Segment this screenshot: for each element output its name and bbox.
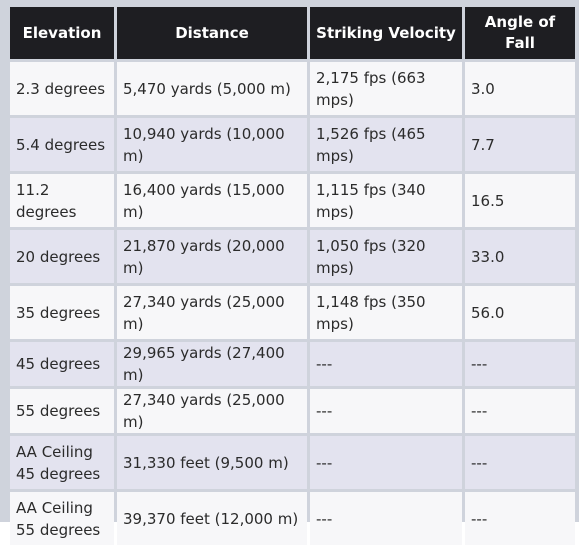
cell-striking-velocity: 1,526 fps (465 mps)	[310, 118, 462, 171]
header-row: Elevation Distance Striking Velocity Ang…	[10, 7, 575, 59]
cell-striking-velocity: 1,050 fps (320 mps)	[310, 230, 462, 283]
table-row: 55 degrees 27,340 yards (25,000 m) --- -…	[10, 389, 575, 433]
header-distance: Distance	[117, 7, 307, 59]
cell-angle-of-fall: ---	[465, 342, 575, 386]
ballistics-table: Elevation Distance Striking Velocity Ang…	[7, 4, 578, 548]
cell-striking-velocity: 1,148 fps (350 mps)	[310, 286, 462, 339]
cell-elevation: 45 degrees	[10, 342, 114, 386]
cell-striking-velocity: ---	[310, 492, 462, 545]
cell-distance: 27,340 yards (25,000 m)	[117, 286, 307, 339]
cell-elevation: AA Ceiling 45 degrees	[10, 436, 114, 489]
cell-distance: 27,340 yards (25,000 m)	[117, 389, 307, 433]
cell-angle-of-fall: 56.0	[465, 286, 575, 339]
header-elevation: Elevation	[10, 7, 114, 59]
cell-elevation: 35 degrees	[10, 286, 114, 339]
table-row: 20 degrees 21,870 yards (20,000 m) 1,050…	[10, 230, 575, 283]
cell-angle-of-fall: ---	[465, 492, 575, 545]
cell-elevation: 55 degrees	[10, 389, 114, 433]
cell-distance: 10,940 yards (10,000 m)	[117, 118, 307, 171]
cell-striking-velocity: 2,175 fps (663 mps)	[310, 62, 462, 115]
cell-elevation: AA Ceiling 55 degrees	[10, 492, 114, 545]
cell-elevation: 2.3 degrees	[10, 62, 114, 115]
cell-angle-of-fall: 33.0	[465, 230, 575, 283]
table-row: AA Ceiling 45 degrees 31,330 feet (9,500…	[10, 436, 575, 489]
table-row: 35 degrees 27,340 yards (25,000 m) 1,148…	[10, 286, 575, 339]
header-striking-velocity: Striking Velocity	[310, 7, 462, 59]
cell-striking-velocity: ---	[310, 389, 462, 433]
cell-striking-velocity: 1,115 fps (340 mps)	[310, 174, 462, 227]
cell-angle-of-fall: ---	[465, 389, 575, 433]
table-row: 5.4 degrees 10,940 yards (10,000 m) 1,52…	[10, 118, 575, 171]
cell-distance: 16,400 yards (15,000 m)	[117, 174, 307, 227]
cell-elevation: 5.4 degrees	[10, 118, 114, 171]
cell-striking-velocity: ---	[310, 436, 462, 489]
table-row: 11.2 degrees 16,400 yards (15,000 m) 1,1…	[10, 174, 575, 227]
table-row: 2.3 degrees 5,470 yards (5,000 m) 2,175 …	[10, 62, 575, 115]
cell-angle-of-fall: ---	[465, 436, 575, 489]
cell-distance: 31,330 feet (9,500 m)	[117, 436, 307, 489]
cell-angle-of-fall: 7.7	[465, 118, 575, 171]
cell-angle-of-fall: 3.0	[465, 62, 575, 115]
cell-angle-of-fall: 16.5	[465, 174, 575, 227]
cell-distance: 29,965 yards (27,400 m)	[117, 342, 307, 386]
table-row: AA Ceiling 55 degrees 39,370 feet (12,00…	[10, 492, 575, 545]
cell-distance: 21,870 yards (20,000 m)	[117, 230, 307, 283]
cell-striking-velocity: ---	[310, 342, 462, 386]
cell-elevation: 20 degrees	[10, 230, 114, 283]
table-row: 45 degrees 29,965 yards (27,400 m) --- -…	[10, 342, 575, 386]
cell-distance: 39,370 feet (12,000 m)	[117, 492, 307, 545]
cell-distance: 5,470 yards (5,000 m)	[117, 62, 307, 115]
cell-elevation: 11.2 degrees	[10, 174, 114, 227]
header-angle-of-fall: Angle of Fall	[465, 7, 575, 59]
